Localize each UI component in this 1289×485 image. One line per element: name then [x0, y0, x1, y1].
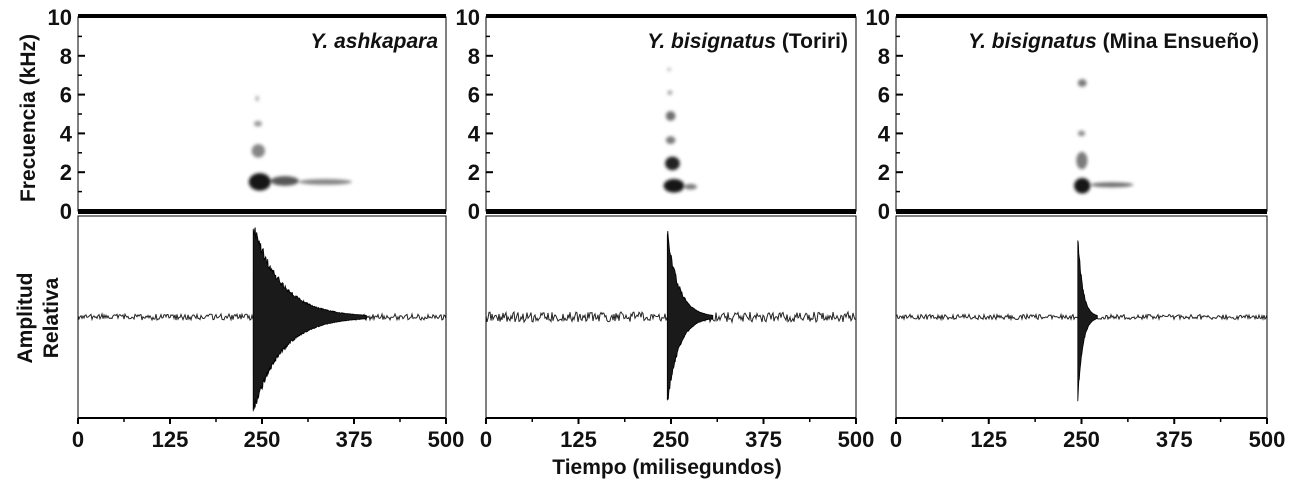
spectrogram-top-border — [486, 14, 856, 18]
spectrogram-bottom-border — [78, 209, 446, 214]
time-tick-label: 375 — [336, 427, 373, 452]
spectrogram-energy-blob — [667, 67, 672, 72]
frequency-tick-label: 2 — [878, 160, 890, 185]
panel-2: 0 2 4 6 8 10 Y. bisignatus (Toriri) 0 125 250 375 5… — [456, 5, 875, 452]
spectrogram-energy-blob — [251, 144, 265, 158]
frequency-tick-label: 6 — [60, 83, 72, 108]
time-tick-label: 500 — [1249, 427, 1286, 452]
spectrogram-energy-blob — [665, 136, 676, 145]
spectrogram-energy-blob — [1077, 79, 1087, 87]
panel-title-species: Y. bisignatus — [968, 30, 1097, 53]
spectrogram-energy-blob — [665, 156, 680, 171]
frequency-tick-label: 4 — [60, 121, 73, 146]
frequency-tick-label: 6 — [468, 83, 480, 108]
frequency-tick-label: 4 — [878, 121, 891, 146]
frequency-tick-label: 10 — [866, 5, 890, 30]
frequency-tick-label: 8 — [878, 44, 890, 69]
spectrogram-energy-blob — [663, 178, 685, 193]
panel-3: 0 2 4 6 8 10 Y. bisignatus (Mina Ensueño) 0 125 2… — [866, 5, 1286, 452]
waveform-call-burst — [1077, 240, 1098, 402]
time-tick-label: 500 — [428, 427, 465, 452]
spectrogram-energy-blob — [255, 95, 260, 102]
waveform-call-burst — [252, 227, 367, 412]
time-tick-label: 250 — [653, 427, 690, 452]
frequency-tick-label: 10 — [456, 5, 480, 30]
panel-1: 0 2 4 6 8 10 Y. ashkapara 0 125 250 375 500 — [48, 5, 465, 452]
time-tick-label: 0 — [480, 427, 492, 452]
spectrogram-energy-blob — [665, 111, 676, 121]
time-tick-label: 0 — [890, 427, 902, 452]
time-tick-label: 0 — [72, 427, 84, 452]
time-tick-label: 375 — [745, 427, 782, 452]
waveform-y-axis-title-line2: Relativa — [40, 277, 63, 358]
frequency-tick-label: 2 — [60, 160, 72, 185]
frequency-tick-label: 8 — [60, 44, 72, 69]
spectrogram-energy-blob — [253, 120, 262, 127]
spectrogram-energy-group — [663, 67, 697, 193]
spectrogram-energy-blob — [1074, 178, 1091, 194]
time-tick-label: 125 — [970, 427, 1007, 452]
panel-title: Y. bisignatus (Mina Ensueño) — [968, 30, 1259, 53]
time-tick-label: 250 — [244, 427, 281, 452]
spectrogram-y-axis-title: Frecuencia (kHz) — [17, 34, 40, 202]
frequency-tick-label: 4 — [468, 121, 481, 146]
spectrogram-energy-blob — [1076, 151, 1088, 170]
spectrogram-energy-blob — [298, 178, 352, 185]
panel-title-locality: (Mina Ensueño) — [1097, 30, 1259, 53]
panels-group: 0 2 4 6 8 10 Y. ashkapara 0 125 250 375 500 0 2 4 6 8 10 Y… — [48, 5, 1286, 452]
frequency-tick-label: 0 — [468, 199, 480, 224]
panel-title-locality: (Toriri) — [776, 30, 848, 53]
spectrogram-energy-group — [248, 95, 352, 191]
frequency-tick-label: 6 — [878, 83, 890, 108]
spectrogram-energy-blob — [1077, 130, 1086, 137]
spectrogram-energy-blob — [1090, 182, 1134, 188]
frequency-tick-label: 0 — [878, 199, 890, 224]
spectrogram-top-border — [896, 14, 1267, 18]
spectrogram-energy-group — [1074, 79, 1134, 194]
time-tick-label: 125 — [560, 427, 597, 452]
panel-title: Y. ashkapara — [310, 30, 438, 53]
frequency-tick-label: 0 — [60, 199, 72, 224]
spectrogram-energy-blob — [684, 183, 697, 190]
time-tick-label: 125 — [152, 427, 189, 452]
spectrogram-top-border — [78, 14, 446, 18]
time-tick-label: 500 — [838, 427, 875, 452]
panel-title: Y. bisignatus (Toriri) — [647, 30, 848, 53]
spectrogram-energy-blob — [248, 173, 271, 191]
x-axis-title: Tiempo (milisegundos) — [552, 456, 781, 479]
time-tick-label: 250 — [1063, 427, 1100, 452]
frequency-tick-label: 8 — [468, 44, 480, 69]
waveform-call-burst — [666, 230, 714, 401]
waveform-y-axis-title-line1: Amplitud — [14, 273, 37, 364]
spectrogram-energy-blob — [270, 176, 299, 186]
frequency-tick-label: 10 — [48, 5, 72, 30]
time-tick-label: 375 — [1156, 427, 1193, 452]
spectrogram-bottom-border — [896, 209, 1267, 214]
panel-title-species: Y. bisignatus — [647, 30, 776, 53]
spectrogram-energy-blob — [667, 90, 673, 95]
frequency-tick-label: 2 — [468, 160, 480, 185]
panel-title-species: Y. ashkapara — [310, 30, 438, 53]
spectrogram-bottom-border — [486, 209, 856, 214]
